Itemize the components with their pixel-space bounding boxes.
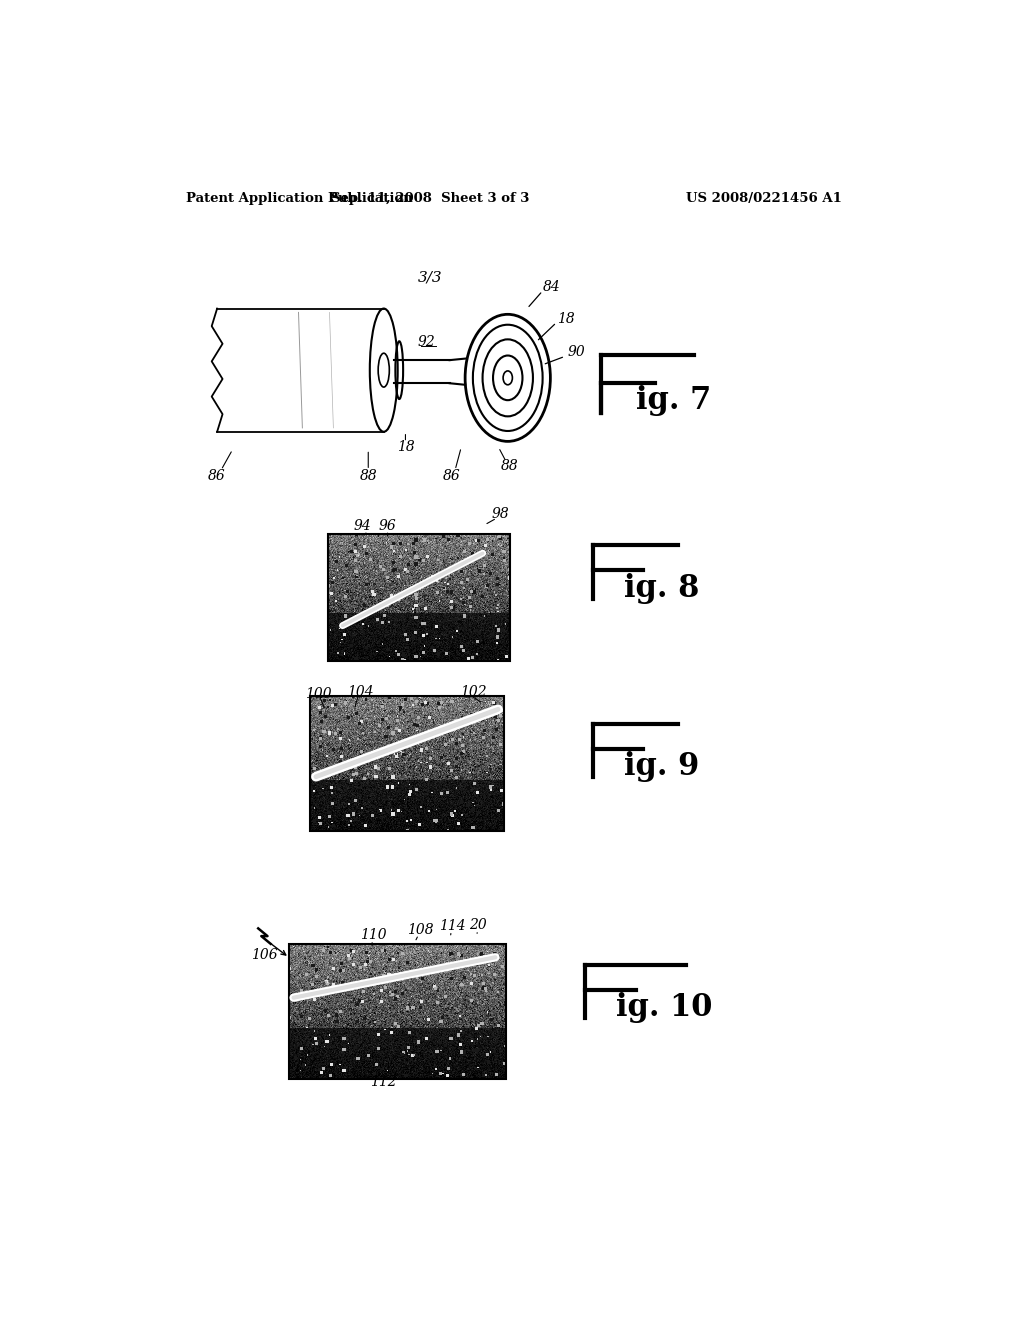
Text: 88: 88: [501, 459, 518, 474]
Text: ig. 7: ig. 7: [636, 385, 711, 416]
Text: 114: 114: [438, 919, 465, 933]
Text: 84: 84: [543, 280, 560, 294]
Text: 104: 104: [347, 685, 374, 700]
Bar: [328, 535, 510, 661]
Text: ig. 9: ig. 9: [624, 751, 699, 783]
Text: 96: 96: [379, 519, 396, 533]
Text: 102: 102: [460, 685, 486, 700]
Bar: [310, 696, 504, 830]
Text: ig. 10: ig. 10: [616, 993, 713, 1023]
Text: 100: 100: [305, 686, 332, 701]
Text: 112: 112: [371, 1076, 397, 1089]
Text: 86: 86: [208, 469, 226, 483]
Text: 92: 92: [418, 335, 435, 348]
Text: 86: 86: [443, 469, 461, 483]
Text: 110: 110: [359, 928, 386, 941]
Text: 20: 20: [469, 919, 487, 932]
Text: 18: 18: [557, 312, 574, 326]
Text: 98: 98: [492, 507, 509, 521]
Bar: [289, 944, 506, 1078]
Text: 106: 106: [251, 949, 278, 962]
Text: ig. 8: ig. 8: [624, 573, 699, 603]
Text: 3/3: 3/3: [418, 271, 442, 285]
Text: Patent Application Publication: Patent Application Publication: [186, 191, 413, 205]
Text: 90: 90: [567, 346, 585, 359]
Text: Sep. 11, 2008  Sheet 3 of 3: Sep. 11, 2008 Sheet 3 of 3: [331, 191, 529, 205]
Text: 94: 94: [353, 520, 371, 533]
Text: US 2008/0221456 A1: US 2008/0221456 A1: [686, 191, 842, 205]
Text: 18: 18: [396, 440, 415, 454]
Text: 108: 108: [407, 923, 433, 937]
Text: 88: 88: [359, 469, 377, 483]
